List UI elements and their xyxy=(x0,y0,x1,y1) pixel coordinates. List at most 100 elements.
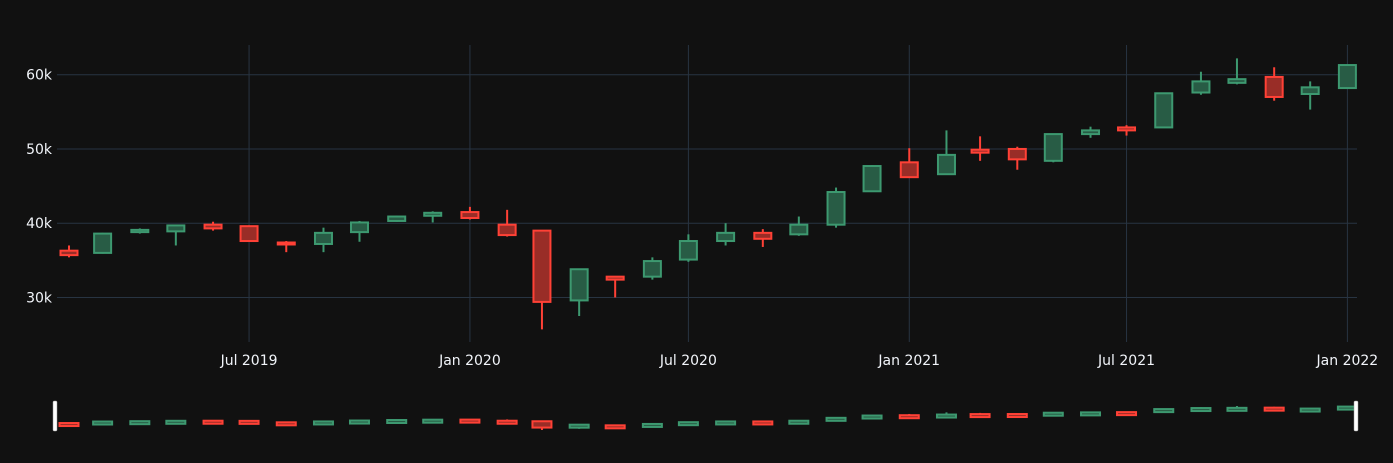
candle-body xyxy=(899,161,919,179)
candle-increasing[interactable] xyxy=(569,268,589,317)
candle-increasing[interactable] xyxy=(936,130,956,176)
candle-body xyxy=(1081,129,1101,136)
range-slider-left-handle[interactable] xyxy=(52,400,58,432)
main-plot-area[interactable] xyxy=(59,58,1357,330)
range-slider-candle-body xyxy=(1080,411,1102,417)
range-slider-candle-body xyxy=(459,418,481,424)
candle-increasing[interactable] xyxy=(423,211,443,223)
candle-body xyxy=(166,224,186,233)
range-slider-candle-body xyxy=(788,419,810,425)
candle-increasing[interactable] xyxy=(313,227,333,253)
candle-increasing[interactable] xyxy=(1154,92,1174,129)
candle-body xyxy=(1117,126,1137,132)
x-tick-label: Jan 2021 xyxy=(877,353,940,369)
range-slider-candle xyxy=(312,420,334,426)
y-tick-label: 50k xyxy=(26,142,53,158)
range-slider-candle xyxy=(568,423,590,429)
range-slider-candle-body xyxy=(641,422,663,428)
candle-increasing[interactable] xyxy=(166,224,186,246)
range-slider-candle xyxy=(348,419,370,425)
candle-body xyxy=(460,211,480,220)
candle-decreasing[interactable] xyxy=(899,148,919,179)
range-slider-candle xyxy=(1153,408,1175,414)
candle-decreasing[interactable] xyxy=(497,209,517,237)
y-tick-label: 30k xyxy=(26,290,53,306)
candle-increasing[interactable] xyxy=(642,257,662,280)
range-slider-candle-body xyxy=(1153,408,1175,414)
candle-body xyxy=(789,223,809,236)
range-slider-candle xyxy=(58,422,80,428)
range-slider-candle xyxy=(1226,406,1248,412)
range-slider-candle-body xyxy=(202,419,224,425)
range-slider-candle-body xyxy=(165,419,187,425)
grid-layer xyxy=(57,45,1357,342)
candle-increasing[interactable] xyxy=(862,165,882,193)
range-slider-candle-body xyxy=(496,419,518,425)
range-slider-candle xyxy=(165,419,187,425)
range-slider-candle xyxy=(677,421,699,427)
candle-decreasing[interactable] xyxy=(1117,125,1137,136)
x-tick-label: Jan 2020 xyxy=(438,353,501,369)
candle-decreasing[interactable] xyxy=(605,275,625,298)
candle-increasing[interactable] xyxy=(1227,58,1247,85)
candle-increasing[interactable] xyxy=(1043,133,1063,163)
candle-body xyxy=(276,241,296,246)
range-slider-candle-body xyxy=(825,416,847,422)
candle-increasing[interactable] xyxy=(349,220,369,242)
range-slider-candle xyxy=(1116,411,1138,417)
x-tick-label: Jan 2022 xyxy=(1316,353,1379,369)
candle-increasing[interactable] xyxy=(826,187,846,228)
candle-increasing[interactable] xyxy=(716,223,736,246)
range-slider-candle xyxy=(531,420,553,430)
range-slider-candle-body xyxy=(348,419,370,425)
candle-decreasing[interactable] xyxy=(239,225,259,243)
range-slider-candle xyxy=(861,414,883,420)
candle-increasing[interactable] xyxy=(1337,64,1357,90)
candle-decreasing[interactable] xyxy=(460,206,480,220)
candle-decreasing[interactable] xyxy=(970,136,990,161)
range-slider-candle xyxy=(641,422,663,428)
candle-decreasing[interactable] xyxy=(276,241,296,253)
candle-body xyxy=(862,165,882,193)
range-slider[interactable] xyxy=(52,400,1359,432)
range-slider-candle xyxy=(788,419,810,425)
candle-body xyxy=(970,148,990,154)
candle-increasing[interactable] xyxy=(1300,81,1320,110)
range-slider-candle-body xyxy=(935,413,957,419)
range-slider-candle-body xyxy=(386,419,408,425)
range-slider-candle xyxy=(238,419,260,425)
candle-decreasing[interactable] xyxy=(1007,146,1027,170)
range-slider-candle xyxy=(1006,413,1028,419)
range-slider-candle xyxy=(496,419,518,425)
range-slider-candle-body xyxy=(752,420,774,426)
candle-increasing[interactable] xyxy=(130,228,150,234)
candle-decreasing[interactable] xyxy=(1264,67,1284,101)
range-slider-candle xyxy=(825,416,847,422)
candle-increasing[interactable] xyxy=(678,234,698,262)
range-slider-candle-body xyxy=(1116,411,1138,417)
candle-increasing[interactable] xyxy=(1191,71,1211,95)
x-tick-label: Jul 2020 xyxy=(659,353,717,369)
range-slider-candle-body xyxy=(238,419,260,425)
candle-decreasing[interactable] xyxy=(59,245,79,258)
candle-decreasing[interactable] xyxy=(532,229,552,330)
range-slider-candle-body xyxy=(531,420,553,429)
candle-increasing[interactable] xyxy=(387,215,407,222)
candle-body xyxy=(678,240,698,261)
candle-increasing[interactable] xyxy=(1081,126,1101,138)
candle-body xyxy=(716,231,736,243)
range-slider-right-handle[interactable] xyxy=(1353,400,1359,432)
candle-body xyxy=(59,249,79,257)
candle-body xyxy=(497,223,517,237)
candle-body xyxy=(387,215,407,222)
candle-body xyxy=(532,229,552,303)
candle-decreasing[interactable] xyxy=(203,221,223,231)
candle-body xyxy=(313,231,333,245)
range-slider-track[interactable] xyxy=(57,400,1357,432)
candle-increasing[interactable] xyxy=(93,232,113,254)
y-axis: 30k 40k 50k 60k xyxy=(26,68,53,307)
candle-increasing[interactable] xyxy=(789,216,809,236)
y-tick-label: 40k xyxy=(26,216,53,232)
range-slider-candle-body xyxy=(1226,406,1248,412)
candle-decreasing[interactable] xyxy=(753,229,773,247)
